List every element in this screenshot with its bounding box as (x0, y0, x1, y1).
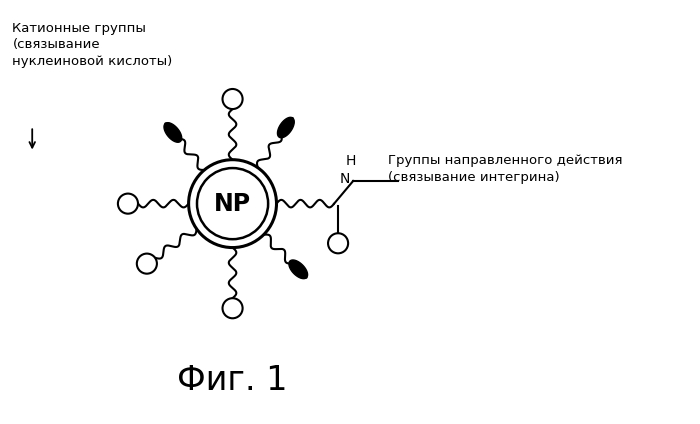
Circle shape (223, 298, 243, 318)
Text: H: H (346, 154, 356, 168)
Polygon shape (277, 117, 294, 138)
Circle shape (118, 194, 138, 214)
Text: Катионные группы
(связывание
нуклеиновой кислоты): Катионные группы (связывание нуклеиновой… (13, 22, 173, 67)
Polygon shape (164, 123, 182, 142)
Polygon shape (289, 260, 307, 279)
Text: Группы направленного действия
(связывание интегрина): Группы направленного действия (связывани… (388, 154, 622, 184)
Circle shape (223, 89, 243, 109)
Text: N: N (340, 172, 351, 186)
Text: Фиг. 1: Фиг. 1 (177, 363, 288, 396)
Text: NP: NP (214, 192, 251, 216)
Circle shape (136, 254, 157, 273)
Circle shape (328, 233, 348, 253)
Circle shape (197, 168, 268, 239)
